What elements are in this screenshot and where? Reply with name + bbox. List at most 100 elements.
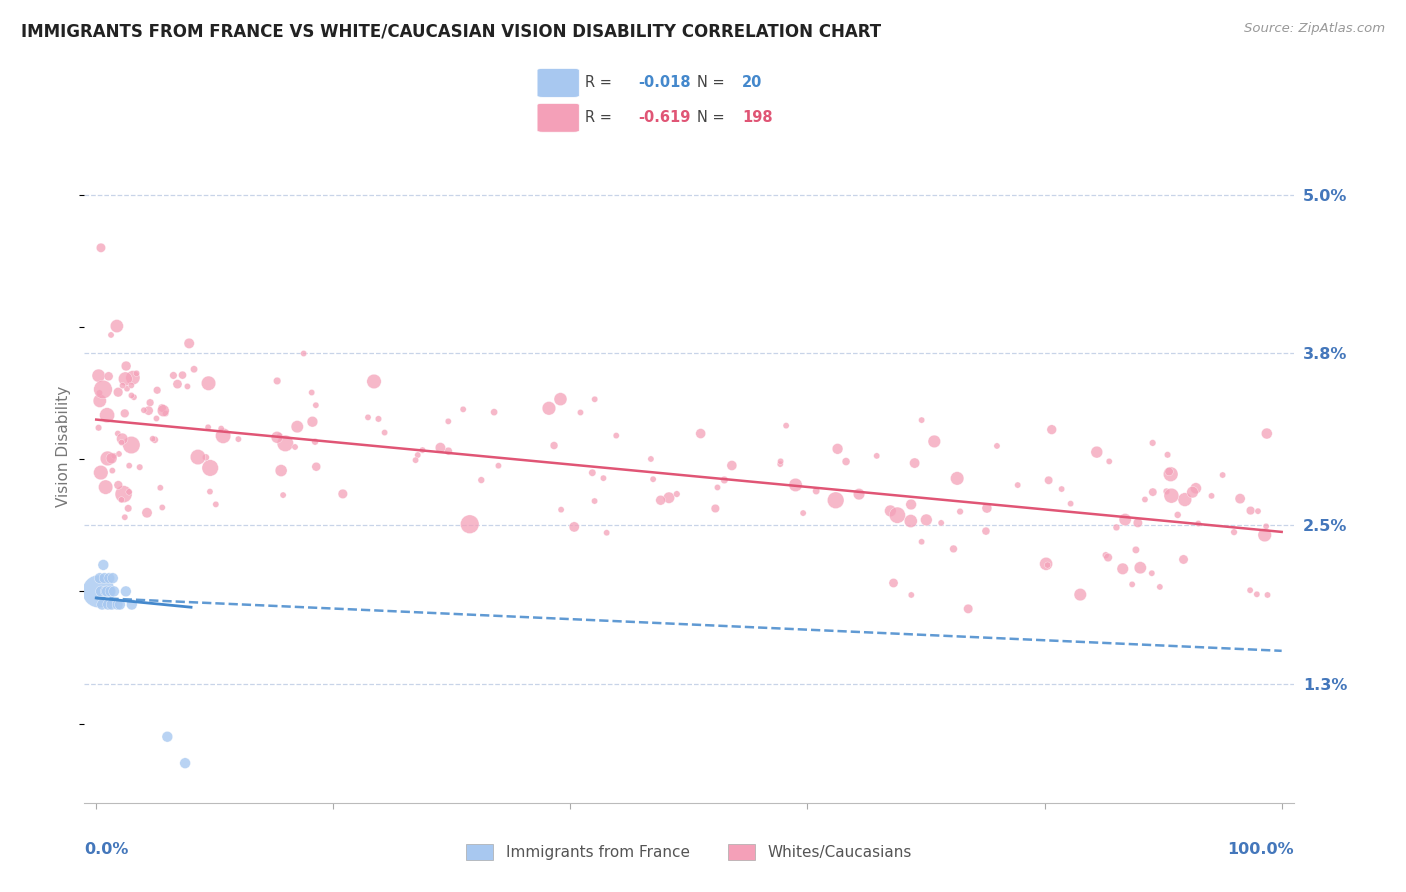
Point [87,421,110,435]
Point [605,428,627,442]
Point [1038,473,1060,487]
Point [1239,583,1261,598]
Point [569,405,592,419]
Point [100,598,122,612]
Point [406,448,429,462]
Point [689,426,711,441]
Point [1256,426,1278,441]
Point [91,558,114,572]
Point [957,602,980,616]
Point [108,447,131,461]
Point [806,484,828,499]
Point [172,368,194,383]
Point [114,406,136,420]
Point [848,487,870,501]
Point [117,501,139,516]
Point [304,434,326,449]
Text: 198: 198 [742,111,773,125]
Point [1185,481,1208,495]
Point [706,480,728,494]
Point [274,436,297,450]
Point [581,466,603,480]
Point [197,420,219,434]
Point [363,375,385,389]
Point [367,412,389,426]
Point [198,484,221,499]
Point [900,514,922,528]
Point [145,411,167,425]
Point [271,488,294,502]
Point [583,392,606,407]
Point [883,576,905,591]
Point [437,414,460,428]
Point [924,434,946,449]
Point [179,336,201,351]
Point [411,443,433,458]
Point [1129,560,1152,574]
Point [97,369,120,384]
Point [900,588,922,602]
Point [488,458,510,473]
Text: -0.619: -0.619 [638,111,690,125]
Point [103,584,125,599]
Point [1156,484,1178,499]
Point [986,439,1008,453]
Point [1229,491,1251,506]
Point [142,432,165,446]
Point [101,571,124,585]
Point [125,367,148,381]
Point [107,478,129,492]
Point [721,458,744,473]
Point [107,385,129,400]
Point [87,584,110,599]
Point [835,454,858,468]
Point [1173,552,1195,566]
Point [1181,485,1204,500]
Point [1036,558,1059,572]
Point [904,456,927,470]
Point [458,517,481,532]
Point [562,520,585,534]
Point [1133,492,1156,507]
Point [96,584,118,599]
Point [470,473,492,487]
Point [107,598,129,612]
Point [974,524,997,538]
Point [98,571,121,585]
Point [437,444,460,458]
Point [183,362,205,376]
Point [1247,504,1270,518]
Point [111,435,134,450]
Point [357,410,380,425]
FancyBboxPatch shape [537,69,579,97]
Point [785,478,807,492]
Point [122,370,145,384]
Point [595,525,617,540]
Point [658,491,681,505]
Text: -0.018: -0.018 [638,76,690,90]
Point [1257,588,1279,602]
Point [949,505,972,519]
Point [90,584,112,599]
Text: IMMIGRANTS FROM FRANCE VS WHITE/CAUCASIAN VISION DISABILITY CORRELATION CHART: IMMIGRANTS FROM FRANCE VS WHITE/CAUCASIA… [21,22,882,40]
Point [269,429,291,443]
Point [150,401,173,415]
Point [94,480,117,494]
Point [1246,587,1268,601]
Point [946,471,969,485]
Point [775,418,797,433]
Point [1142,436,1164,450]
Point [1156,448,1178,462]
Point [187,450,209,464]
Point [650,493,672,508]
Point [1050,482,1073,496]
Point [374,425,396,440]
Point [915,513,938,527]
Point [205,497,228,511]
Point [118,458,141,473]
Point [1149,580,1171,594]
Point [89,571,111,585]
Point [120,388,142,402]
Point [100,451,122,466]
Point [537,401,560,416]
